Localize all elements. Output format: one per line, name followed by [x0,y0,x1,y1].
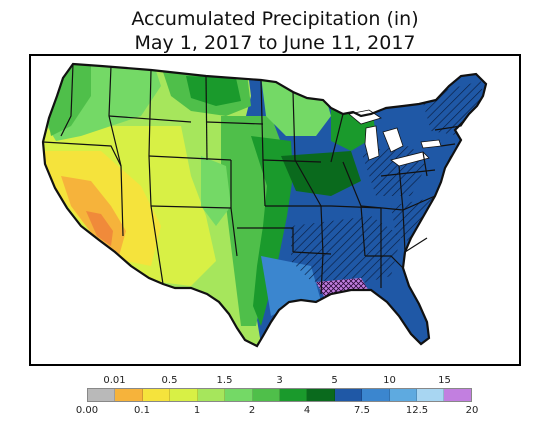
map-subtitle: May 1, 2017 to June 11, 2017 [134,32,416,54]
legend-swatch [88,389,116,401]
legend-swatch [225,389,253,401]
legend-swatch [279,389,308,401]
legend-swatch [307,389,335,401]
legend-bottom-label: 1 [193,405,201,416]
state-borders [42,63,470,295]
legend-swatch [334,389,363,401]
legend-swatch [197,389,226,401]
legend-top-label: 0.5 [161,375,178,386]
legend-swatch [252,389,280,401]
legend-swatch [115,389,143,401]
legend-color-bar [87,388,472,402]
legend-bottom-label: 0.00 [75,405,99,416]
legend-swatch [389,389,418,401]
legend-top-label: 15 [438,375,451,386]
legend-bottom-label: 0.1 [134,405,150,416]
legend-bottom-label: 12.5 [405,405,429,416]
legend-bottom-label: 20 [465,405,479,416]
map-frame [29,54,521,366]
legend-swatch [444,389,471,401]
legend-top-label: 5 [331,375,338,386]
map-title: Accumulated Precipitation (in) [131,8,419,30]
legend-top-label: 1.5 [216,375,233,386]
legend-swatch [417,389,445,401]
legend-swatch [362,389,390,401]
precipitation-map [41,62,488,348]
legend-swatch [170,389,198,401]
legend-bottom-label: 2 [248,405,256,416]
legend-top-label: 0.01 [103,375,126,386]
legend-bottom-label: 7.5 [354,405,370,416]
legend-top-label: 10 [383,375,396,386]
legend-swatch [142,389,171,401]
legend-top-label: 3 [276,375,283,386]
legend-bottom-label: 4 [303,405,311,416]
